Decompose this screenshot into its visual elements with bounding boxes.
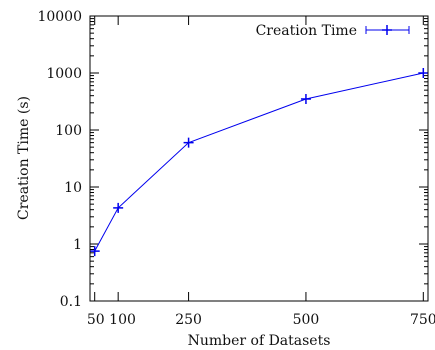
x-tick-label: 500 [293,312,320,328]
data-point [300,93,311,104]
data-point [113,202,124,213]
series-layer [89,68,429,257]
y-tick-label: 1000 [46,66,82,82]
series-line [94,72,424,252]
x-tick-label: 250 [175,312,202,328]
y-tick-label: 100 [55,123,82,139]
legend-label: Creation Time [256,23,357,39]
x-tick-label: 100 [109,312,136,328]
x-tick-label: 50 [87,312,105,328]
data-point [418,68,429,78]
x-tick-label: 750 [410,312,435,328]
x-axis-label: Number of Datasets [188,333,331,349]
y-tick-label: 10000 [37,9,82,25]
data-point [89,246,100,257]
y-tick-label: 10 [64,180,82,196]
y-tick-label: 1 [73,237,82,253]
legend: Creation Time [256,23,410,39]
y-tick-label: 0.1 [60,294,82,310]
plot-frame [89,15,429,302]
data-point [183,137,194,148]
y-axis-label: Creation Time (s) [16,96,32,220]
